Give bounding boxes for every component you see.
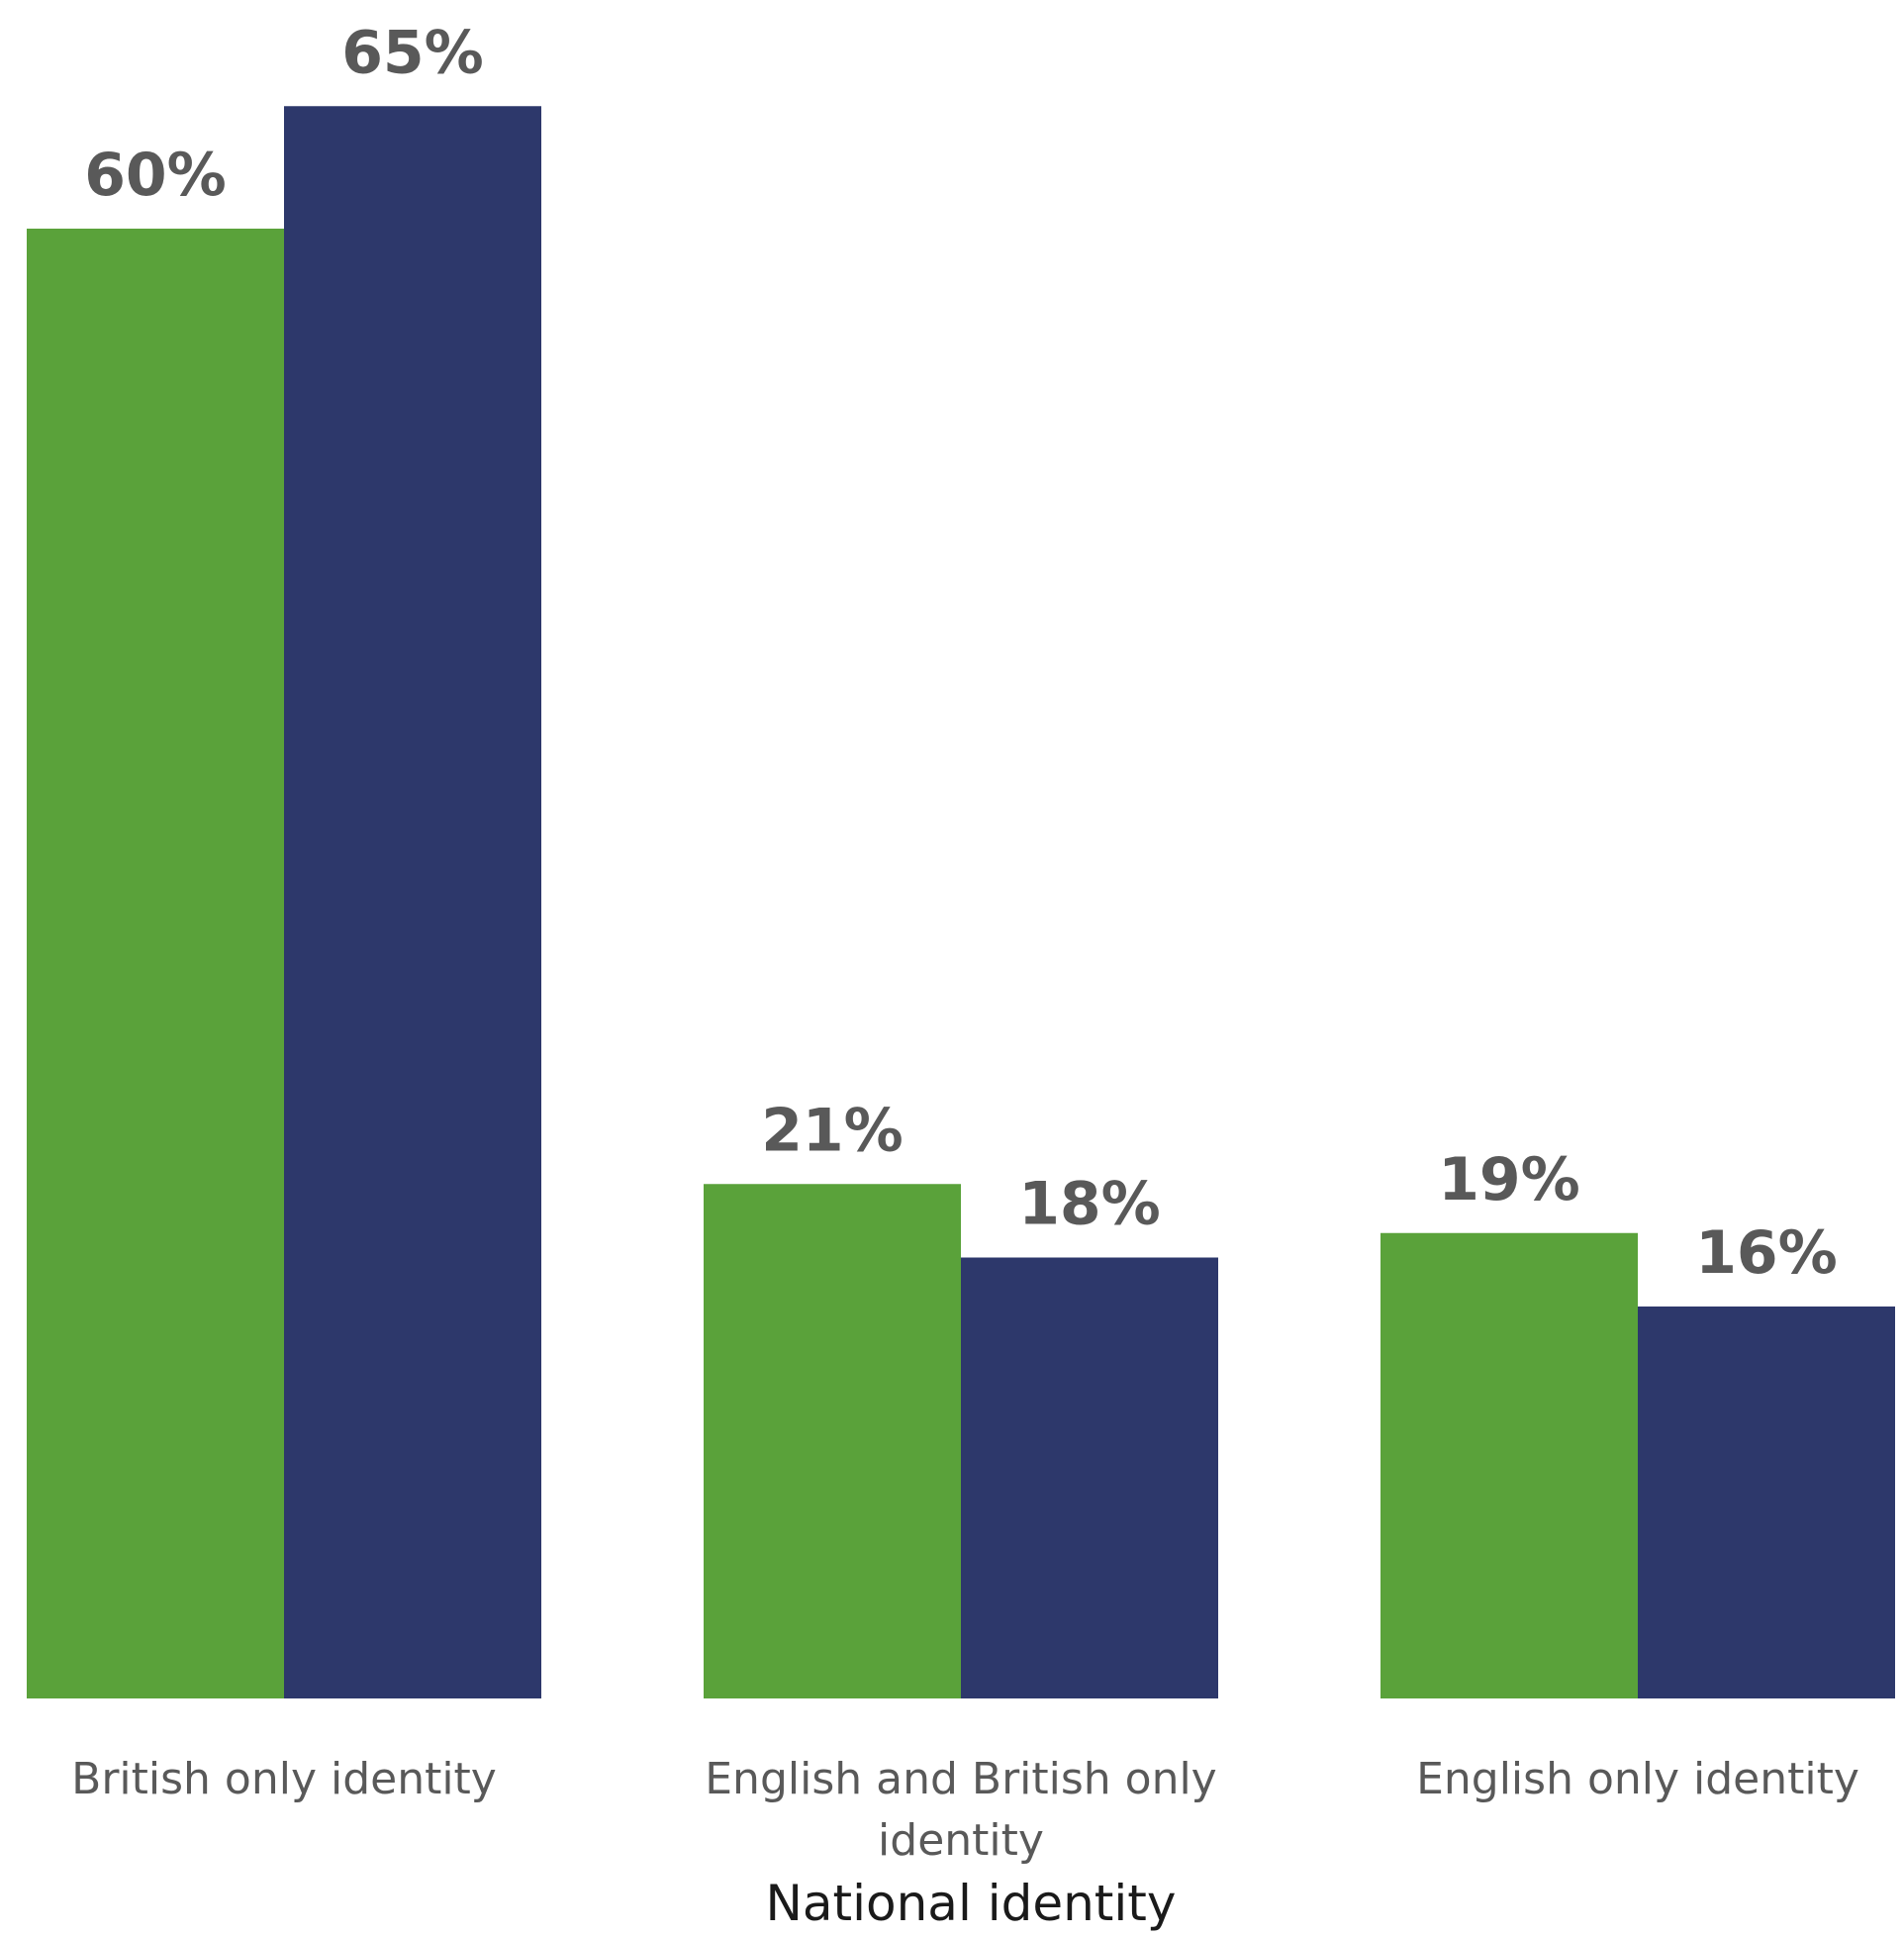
category-label-1: British only identity — [71, 1754, 497, 1804]
category-label-2: English and British only identity — [705, 1754, 1216, 1866]
bar-series-2-cat-1 — [284, 106, 541, 1698]
data-label-series-1-cat-3: 19% — [1438, 1145, 1580, 1214]
data-label-series-1-cat-2: 21% — [761, 1096, 904, 1165]
bar-series-2-cat-3 — [1638, 1307, 1895, 1698]
category-labels-group: British only identity English and British… — [71, 1754, 1859, 1866]
category-label-3: English only identity — [1416, 1754, 1859, 1804]
data-label-series-1-cat-1: 60% — [84, 141, 227, 210]
category-label-line: identity — [878, 1815, 1044, 1866]
category-label-line: British only identity — [71, 1754, 497, 1804]
category-label-line: English and British only — [705, 1754, 1216, 1804]
category-label-line: English only identity — [1416, 1754, 1859, 1804]
bar-series-2-cat-2 — [961, 1257, 1218, 1698]
bar-series-1-cat-1 — [27, 229, 284, 1698]
data-label-series-2-cat-1: 65% — [341, 18, 484, 87]
data-labels-group: 60% 65% 21% 18% 19% 16% — [84, 18, 1838, 1288]
data-label-series-2-cat-3: 16% — [1695, 1218, 1838, 1288]
x-axis-title: National identity — [765, 1875, 1176, 1932]
bar-series-1-cat-2 — [704, 1184, 961, 1698]
bars-group — [27, 106, 1895, 1698]
bar-series-1-cat-3 — [1380, 1232, 1638, 1698]
data-label-series-2-cat-2: 18% — [1018, 1170, 1161, 1239]
